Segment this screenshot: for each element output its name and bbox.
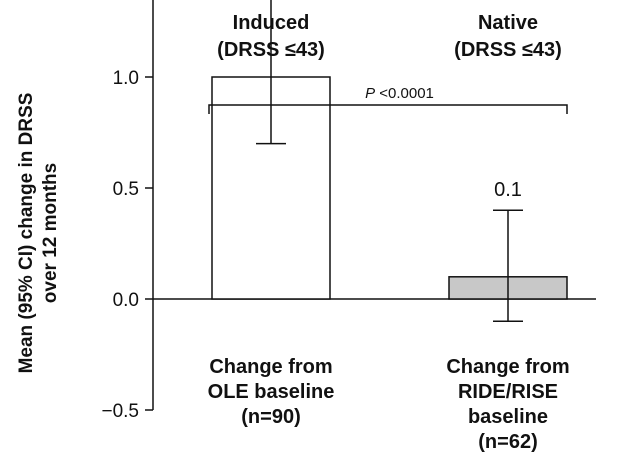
group-label: (DRSS ≤43) bbox=[217, 39, 325, 61]
y-tick-label: 1.0 bbox=[113, 68, 139, 89]
group-label: Induced bbox=[233, 12, 310, 34]
category-label: Change from bbox=[209, 356, 332, 378]
group-label: Native bbox=[478, 12, 538, 34]
y-axis-label-line: over 12 months bbox=[40, 163, 61, 303]
y-axis-label-line: Mean (95% CI) change in DRSS bbox=[16, 93, 37, 374]
category-label: (n=62) bbox=[478, 431, 537, 453]
category-label: baseline bbox=[468, 406, 548, 428]
category-label: RIDE/RISE bbox=[458, 381, 558, 403]
data-label: 0.1 bbox=[494, 179, 522, 201]
significance-bracket bbox=[208, 104, 568, 114]
p-value-annotation: P <0.0001 bbox=[365, 85, 434, 102]
category-label: Change from bbox=[446, 356, 569, 378]
category-label: OLE baseline bbox=[208, 381, 335, 403]
y-tick-label: −0.5 bbox=[101, 401, 139, 422]
y-axis-label: Mean (95% CI) change in DRSS over 12 mont… bbox=[16, 93, 61, 374]
y-tick-label: 0.5 bbox=[113, 179, 139, 200]
category-label: (n=90) bbox=[241, 406, 300, 428]
y-tick-label: 0.0 bbox=[113, 290, 139, 311]
group-label: (DRSS ≤43) bbox=[454, 39, 562, 61]
